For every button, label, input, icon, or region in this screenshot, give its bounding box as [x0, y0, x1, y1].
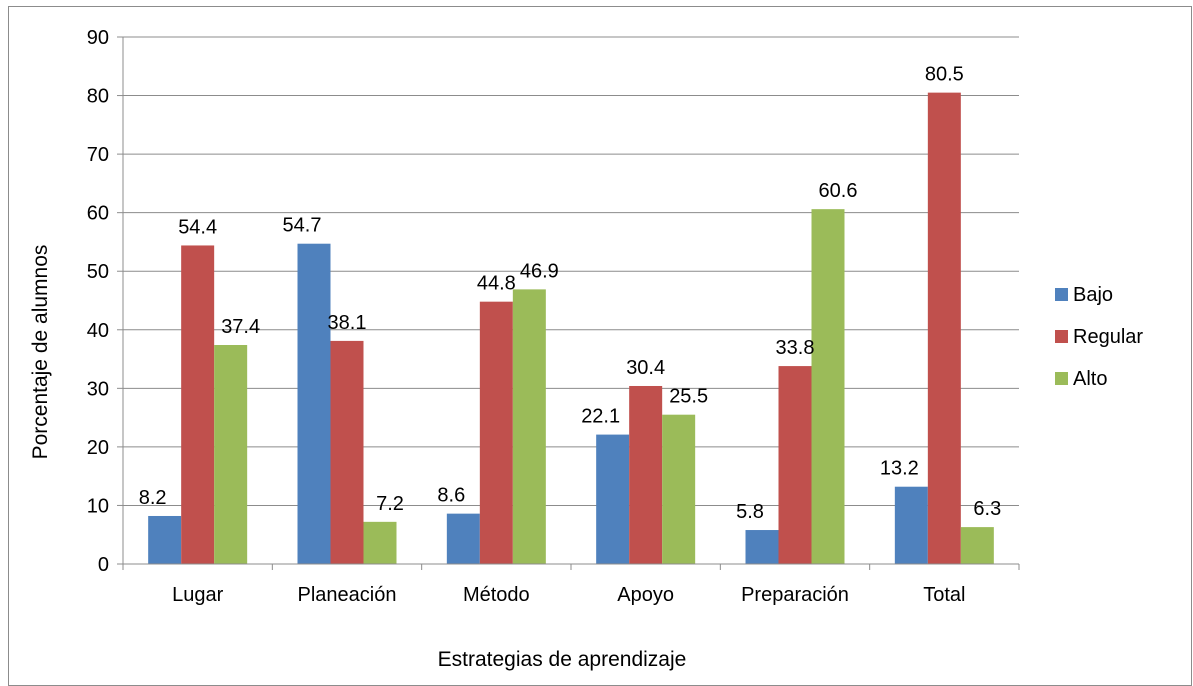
data-label: 30.4: [626, 357, 665, 379]
data-label: 22.1: [581, 406, 620, 428]
x-tick-label: Planeación: [298, 584, 397, 606]
legend-label: Bajo: [1073, 284, 1113, 306]
legend-label: Regular: [1073, 326, 1143, 348]
legend-swatch: [1055, 330, 1068, 343]
y-tick-label: 20: [87, 437, 109, 459]
y-tick-label: 10: [87, 495, 109, 517]
bar-alto: [662, 414, 696, 564]
bar-alto: [811, 209, 845, 565]
data-label: 6.3: [973, 498, 1001, 520]
bar-bajo: [745, 530, 779, 564]
data-label: 8.2: [139, 487, 167, 509]
x-tick-label: Apoyo: [617, 584, 674, 606]
bars: [148, 92, 994, 565]
x-tick-label: Lugar: [172, 584, 223, 606]
y-tick-label: 60: [87, 203, 109, 225]
y-tick-label: 30: [87, 378, 109, 400]
data-label: 13.2: [880, 458, 919, 480]
data-label: 46.9: [520, 260, 559, 282]
data-label: 44.8: [477, 273, 516, 295]
x-tick-label: Método: [463, 584, 530, 606]
data-label: 5.8: [736, 501, 764, 523]
bar-bajo: [446, 513, 480, 564]
bar-bajo: [297, 243, 331, 564]
data-label: 7.2: [376, 493, 404, 515]
y-tick-label: 80: [87, 86, 109, 108]
x-tick-label: Preparación: [741, 584, 849, 606]
data-label: 80.5: [925, 64, 964, 86]
legend-swatch: [1055, 288, 1068, 301]
bar-regular: [629, 385, 663, 564]
data-labels: 8.2 54.4 37.4 54.7 38.1 7.2 8.6 44.846.9 22.1 30.…: [139, 64, 1001, 523]
bar-alto: [363, 521, 397, 564]
legend-swatch: [1055, 372, 1068, 385]
bar-bajo: [148, 515, 182, 564]
bar-alto: [512, 289, 546, 564]
bar-regular: [181, 245, 215, 565]
y-tick-label: 0: [98, 554, 109, 576]
y-tick-label: 40: [87, 320, 109, 342]
bar-regular: [330, 340, 364, 564]
y-tick-label: 90: [87, 27, 109, 49]
data-label: 54.4: [178, 216, 217, 238]
y-axis-title: Porcentaje de alumnos: [29, 245, 52, 460]
data-label: 60.6: [819, 180, 858, 202]
axes: 0 10 20 30 40 50 60 70 80 90 Lugar Planeación Método…: [87, 27, 1020, 606]
data-label: 25.5: [669, 386, 708, 408]
data-label: 8.6: [437, 485, 465, 507]
data-label: 33.8: [776, 337, 815, 359]
gridlines: [123, 36, 1019, 506]
x-axis-title: Estrategias de aprendizaje: [438, 648, 687, 671]
y-tick-label: 50: [87, 261, 109, 283]
y-tick-label: 70: [87, 144, 109, 166]
data-label: 54.7: [283, 215, 322, 237]
bar-bajo: [596, 434, 630, 564]
data-label: 37.4: [221, 316, 260, 338]
bar-regular: [927, 92, 961, 564]
bar-regular: [479, 301, 513, 564]
legend-label: Alto: [1073, 368, 1107, 390]
bar-alto: [960, 527, 994, 564]
bar-alto: [214, 345, 248, 564]
data-label: 38.1: [328, 312, 367, 334]
x-tick-label: Total: [923, 584, 965, 606]
bar-regular: [778, 366, 812, 564]
legend: Bajo Regular Alto: [1055, 284, 1143, 390]
bar-bajo: [894, 486, 928, 564]
